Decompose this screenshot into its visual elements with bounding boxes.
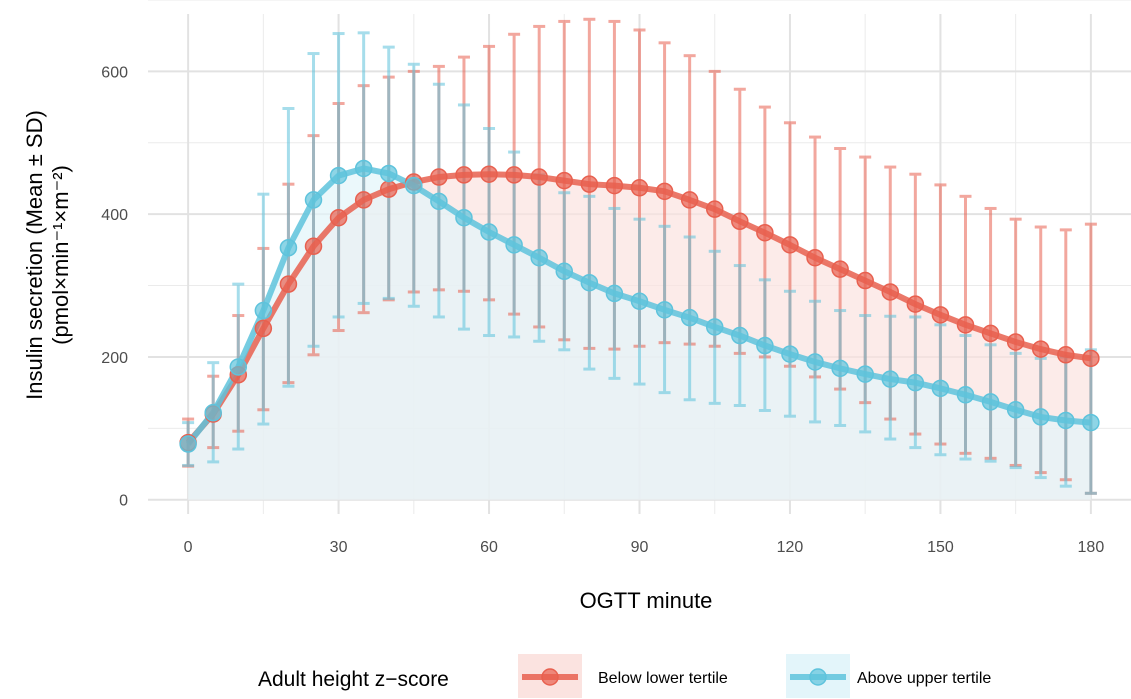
point-above [1031, 408, 1050, 426]
legend: Adult height z−score Below lower tertile… [258, 654, 991, 698]
point-below [956, 316, 975, 334]
legend-key-point-above [809, 668, 827, 686]
x-tick-label: 0 [184, 539, 193, 556]
point-below [354, 191, 373, 209]
point-above [756, 336, 774, 355]
y-axis-title-line2: (pmol×min⁻¹×m⁻²) [48, 165, 73, 345]
point-below [831, 260, 849, 278]
point-below [756, 223, 774, 242]
point-above [781, 345, 799, 363]
point-above [731, 326, 749, 345]
point-above [430, 192, 448, 211]
point-above [1057, 411, 1075, 430]
point-below [881, 283, 900, 301]
y-axis-title-line1: Insulin secretion (Mean ± SD) [22, 110, 47, 400]
legend-title: Adult height z−score [258, 668, 449, 691]
point-below [455, 166, 473, 184]
y-tick-label: 600 [101, 64, 128, 81]
point-below [480, 165, 498, 183]
point-above [555, 262, 574, 281]
point-below [1031, 340, 1050, 358]
point-below [1082, 349, 1100, 368]
y-axis-ticks: 0 200 400 600 [101, 64, 128, 509]
legend-label-above: Above upper tertile [857, 670, 991, 687]
point-above [405, 176, 423, 195]
point-above [881, 370, 900, 388]
point-above [480, 223, 498, 241]
x-tick-label: 90 [631, 539, 649, 556]
point-above [580, 273, 599, 292]
point-below [630, 179, 649, 197]
point-above [956, 386, 975, 404]
point-below [304, 237, 323, 256]
point-above [630, 292, 649, 311]
point-above [179, 435, 197, 453]
x-tick-label: 120 [777, 539, 804, 556]
legend-label-below: Below lower tertile [598, 670, 728, 687]
point-above [229, 358, 248, 376]
point-below [379, 180, 398, 198]
point-below [731, 212, 749, 231]
point-above [806, 353, 824, 371]
point-above [931, 379, 950, 398]
point-below [1057, 346, 1075, 364]
point-below [655, 182, 674, 201]
y-axis-title: Insulin secretion (Mean ± SD) (pmol×min⁻… [22, 110, 73, 400]
point-above [655, 301, 674, 319]
point-below [580, 175, 599, 193]
x-tick-label: 150 [927, 539, 954, 556]
point-above [530, 248, 548, 267]
point-below [906, 295, 925, 313]
point-above [254, 301, 273, 320]
point-above [505, 236, 523, 254]
point-below [856, 271, 874, 290]
point-below [430, 168, 448, 186]
x-axis-ticks: 0 30 60 90 120 150 180 [184, 539, 1105, 556]
legend-key-point-below [541, 668, 559, 686]
point-above [1006, 401, 1025, 419]
point-below [605, 176, 624, 195]
point-above [354, 159, 373, 178]
point-above [856, 365, 874, 383]
x-tick-label: 180 [1078, 539, 1105, 556]
point-above [455, 208, 473, 227]
x-axis-title: OGTT minute [580, 588, 713, 613]
point-above [379, 164, 398, 183]
y-tick-label: 200 [101, 350, 128, 367]
point-below [530, 168, 548, 186]
point-above [680, 308, 699, 327]
y-tick-label: 0 [119, 493, 128, 510]
point-above [329, 166, 348, 185]
point-above [279, 238, 298, 257]
point-below [279, 275, 298, 293]
y-tick-label: 400 [101, 207, 128, 224]
point-above [1082, 413, 1100, 432]
x-tick-label: 60 [480, 539, 498, 556]
point-below [806, 248, 824, 267]
point-below [705, 200, 724, 218]
point-above [831, 359, 849, 378]
point-below [329, 208, 348, 227]
point-below [931, 306, 950, 324]
point-below [680, 191, 699, 209]
point-below [555, 171, 574, 190]
point-above [204, 403, 222, 422]
point-below [981, 324, 1000, 343]
point-above [605, 284, 624, 303]
point-below [254, 319, 273, 338]
point-above [981, 393, 1000, 411]
point-above [304, 191, 323, 209]
series-points [179, 159, 1100, 453]
point-above [705, 318, 724, 336]
point-below [1006, 333, 1025, 351]
point-above [906, 373, 925, 392]
x-tick-label: 30 [330, 539, 348, 556]
point-below [781, 236, 799, 254]
point-below [505, 166, 523, 184]
